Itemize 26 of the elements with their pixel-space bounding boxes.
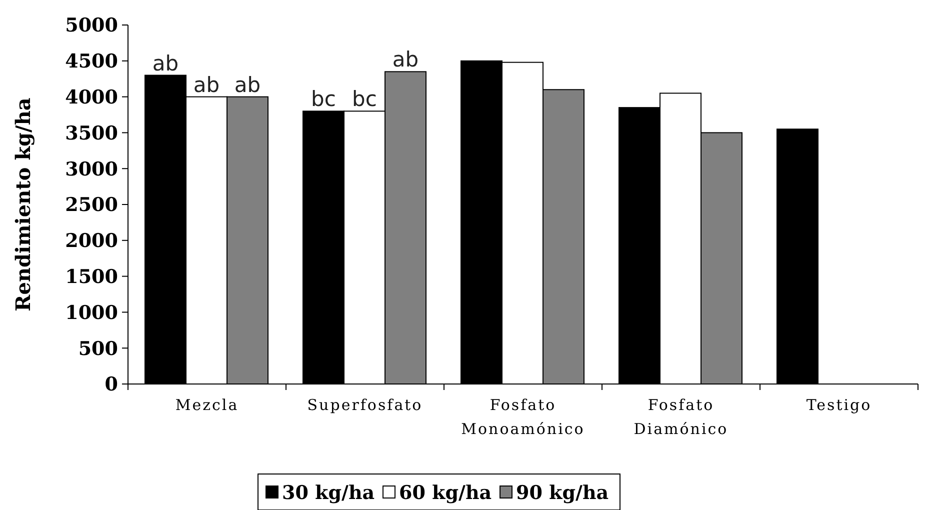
- x-tick-label: Fosfato Diamónico: [634, 396, 728, 438]
- x-tick-label: Fosfato Monoamónico: [461, 396, 585, 438]
- y-tick-label: 2000: [65, 230, 118, 252]
- y-tick-label: 500: [78, 338, 118, 360]
- y-tick-label: 3500: [65, 122, 118, 144]
- annotation: bc: [352, 87, 377, 112]
- x-tick-label: Mezcla: [175, 396, 239, 414]
- annotation: ab: [234, 72, 261, 97]
- legend-label: 30 kg/ha: [282, 482, 375, 504]
- legend-label: 60 kg/ha: [399, 482, 492, 504]
- y-axis-title: Rendimiento kg/ha: [11, 98, 35, 312]
- annotation: ab: [193, 72, 220, 97]
- annotation: ab: [152, 51, 179, 76]
- x-tick-label: Testigo: [806, 396, 872, 414]
- y-tick-label: 4500: [65, 50, 118, 73]
- y-tick-label: 1000: [65, 302, 118, 324]
- legend-label: 90 kg/ha: [516, 482, 609, 504]
- annotation: ab: [392, 48, 419, 72]
- x-tick-label: Superfosfato: [307, 396, 423, 414]
- y-tick-label: 4000: [65, 86, 118, 108]
- annotation: bc: [311, 87, 336, 112]
- y-tick-label: 5000: [65, 14, 118, 37]
- y-tick-label: 1500: [65, 266, 118, 288]
- y-tick-label: 0: [104, 374, 118, 396]
- y-tick-label: 2500: [65, 194, 118, 216]
- y-tick-label: 3000: [65, 158, 118, 180]
